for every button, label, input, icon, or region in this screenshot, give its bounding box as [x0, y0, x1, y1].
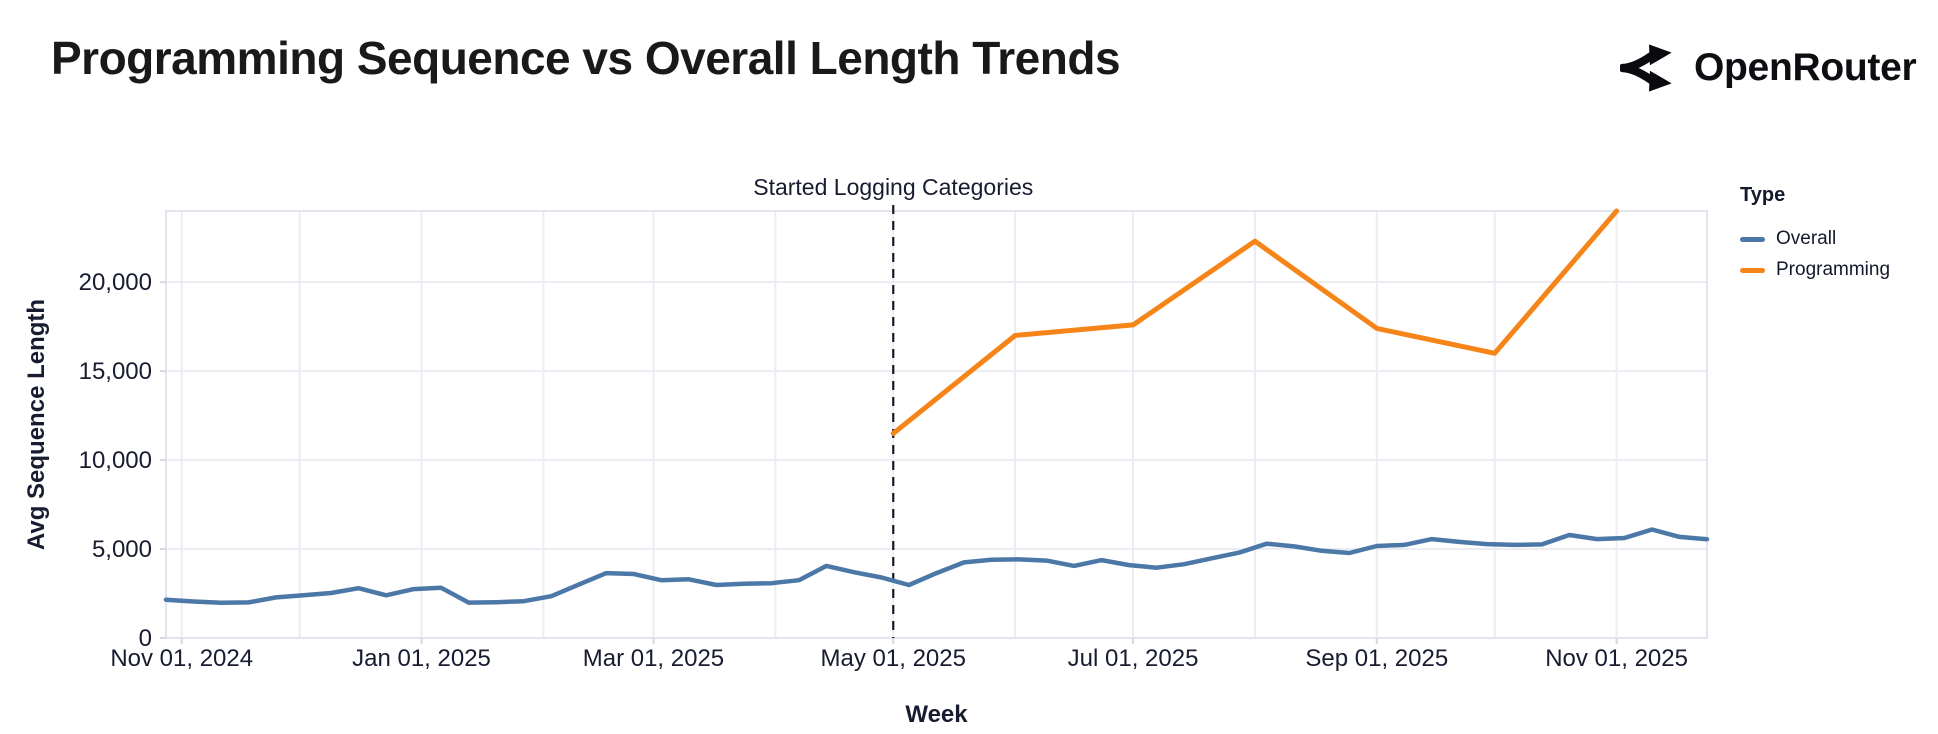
- legend: Type Overall Programming: [1740, 184, 1890, 281]
- brand-name: OpenRouter: [1694, 46, 1917, 89]
- page-title: Programming Sequence vs Overall Length T…: [51, 32, 1121, 84]
- svg-text:Mar 01, 2025: Mar 01, 2025: [583, 645, 724, 672]
- legend-label-overall: Overall: [1776, 228, 1837, 249]
- x-axis-title: Week: [905, 701, 968, 728]
- annotation-label: Started Logging Categories: [753, 174, 1033, 200]
- legend-label-programming: Programming: [1776, 259, 1891, 280]
- svg-text:Jan 01, 2025: Jan 01, 2025: [352, 645, 491, 672]
- overall-line: [163, 527, 1710, 606]
- overall-line-swatch: [1740, 236, 1765, 242]
- svg-text:Jul 01, 2025: Jul 01, 2025: [1068, 645, 1199, 672]
- legend-item-overall: Overall: [1740, 228, 1890, 250]
- programming-line: [890, 208, 1620, 436]
- plot-border: [165, 210, 1708, 639]
- svg-text:0: 0: [139, 625, 152, 652]
- svg-text:20,000: 20,000: [79, 269, 152, 296]
- openrouter-logo-icon: [1620, 44, 1672, 92]
- programming-line-swatch: [1740, 267, 1765, 273]
- svg-text:10,000: 10,000: [79, 447, 152, 474]
- svg-text:Nov 01, 2024: Nov 01, 2024: [110, 645, 253, 672]
- svg-text:Nov 01, 2025: Nov 01, 2025: [1545, 645, 1688, 672]
- y-tick-labels: 0 5,000 10,000 15,000 20,000: [79, 269, 152, 652]
- y-axis-title: Avg Sequence Length: [23, 299, 50, 550]
- legend-title: Type: [1740, 184, 1786, 206]
- openrouter-logo: OpenRouter: [1620, 44, 1917, 92]
- legend-item-programming: Programming: [1740, 259, 1890, 281]
- svg-text:Sep 01, 2025: Sep 01, 2025: [1305, 645, 1448, 672]
- svg-text:15,000: 15,000: [79, 358, 152, 385]
- axis-tickmarks: [160, 281, 1618, 644]
- svg-text:5,000: 5,000: [92, 536, 152, 563]
- x-tick-labels: Nov 01, 2024 Jan 01, 2025 Mar 01, 2025 May …: [110, 645, 1688, 672]
- svg-text:May 01, 2025: May 01, 2025: [821, 645, 966, 672]
